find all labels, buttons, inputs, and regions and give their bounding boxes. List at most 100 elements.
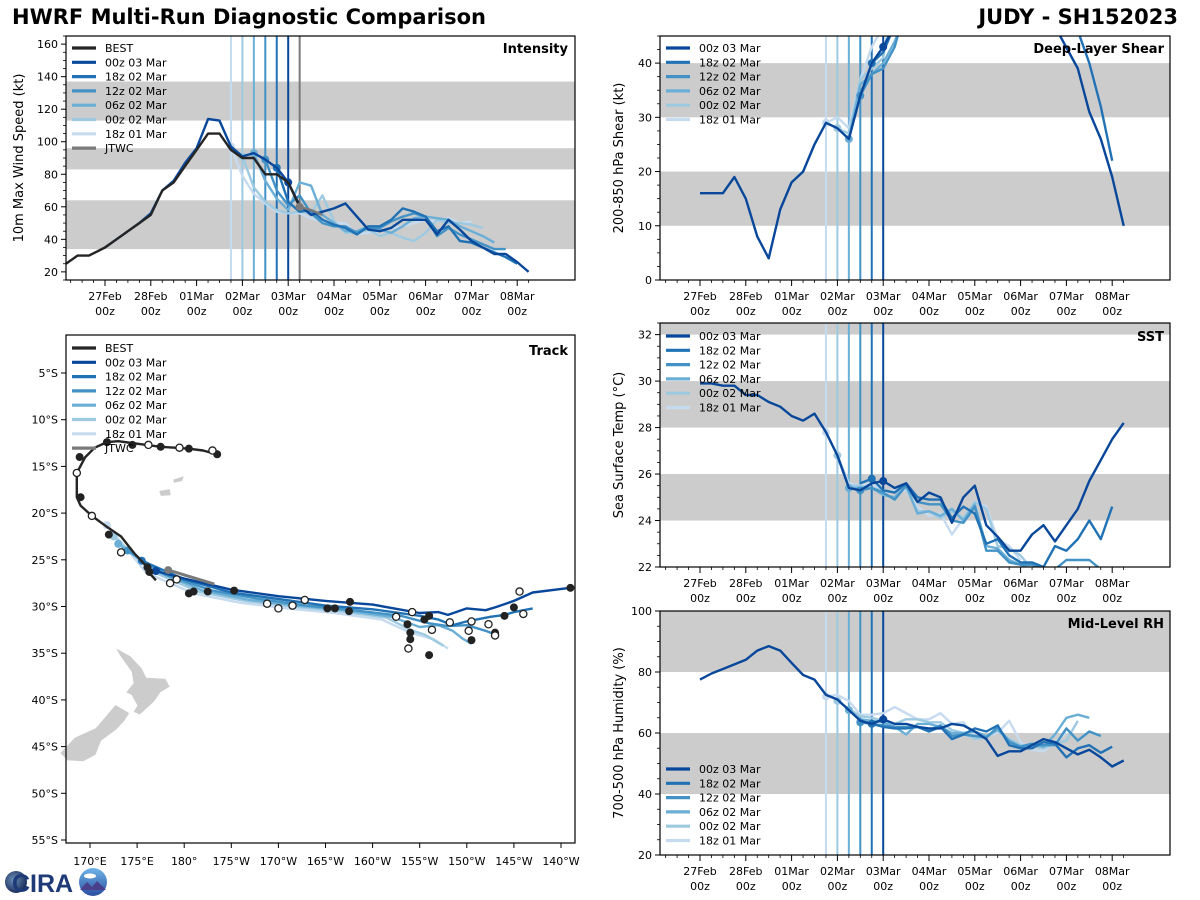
- shear-xtick-label-hour: 00z: [1057, 305, 1077, 318]
- track-ytick-label: 40°S: [32, 694, 58, 707]
- track-series-jtwc: [167, 568, 215, 586]
- track-marker-00z: [566, 583, 575, 592]
- track-init-marker-06z-02-mar: [114, 539, 123, 548]
- intensity-ytick-label: 160: [37, 38, 58, 51]
- shear-ytick-label: 40: [638, 57, 652, 70]
- track-ytick-label: 30°S: [32, 601, 58, 614]
- shear-y-axis-label: 200-850 hPa Shear (kt): [612, 83, 627, 234]
- rh-xtick-label: 07Mar: [1049, 865, 1084, 878]
- legend-label-jtwc: JTWC: [104, 442, 134, 455]
- intensity-xtick-label: 02Mar: [225, 290, 260, 303]
- rh-xtick-label-hour: 00z: [1011, 880, 1031, 893]
- track-marker-00z: [189, 587, 198, 596]
- sst-xtick-label-hour: 00z: [965, 592, 985, 605]
- legend-label-12z-02-mar: 12z 02 Mar: [699, 792, 761, 805]
- track-marker-12z: [274, 604, 283, 613]
- track-ytick-label: 25°S: [32, 554, 58, 567]
- track-marker-00z: [156, 442, 165, 451]
- track-series-12z-02-mar: [127, 549, 496, 636]
- rh-init-marker-00z-03-mar: [879, 715, 888, 724]
- intensity-xtick-label: 06Mar: [408, 290, 443, 303]
- rh-panel-title: Mid-Level RH: [1068, 617, 1164, 632]
- intensity-ytick-label: 20: [44, 266, 58, 279]
- intensity-ytick-label: 60: [44, 201, 58, 214]
- track-marker-12z: [144, 440, 153, 450]
- sst-init-marker-00z-03-mar: [879, 477, 888, 486]
- shear-series-00z-03-mar: [700, 36, 1125, 260]
- rh-xtick-label: 01Mar: [774, 865, 809, 878]
- legend-label-00z-02-mar: 00z 02 Mar: [105, 114, 167, 127]
- legend-label-00z-02-mar: 00z 02 Mar: [699, 820, 761, 833]
- storm-title: JUDY - SH152023: [978, 5, 1178, 29]
- track-ytick-label: 45°S: [32, 741, 58, 754]
- legend-label-06z-02-mar: 06z 02 Mar: [699, 85, 761, 98]
- intensity-xtick-label-hour: 00z: [324, 305, 344, 318]
- rh-xtick-label: 04Mar: [912, 865, 947, 878]
- legend-label-06z-02-mar: 06z 02 Mar: [699, 373, 761, 386]
- ramm-cloud-logo-icon: [79, 868, 107, 896]
- legend-label-18z-02-mar: 18z 02 Mar: [105, 371, 167, 384]
- rh-xtick-label-hour: 00z: [782, 880, 802, 893]
- track-panel-title: Track: [529, 344, 568, 359]
- shear-panel-title: Deep-Layer Shear: [1033, 42, 1164, 57]
- sst-xtick-label: 03Mar: [866, 577, 901, 590]
- intensity-xtick-label-hour: 00z: [95, 305, 115, 318]
- sst-xtick-label-hour: 00z: [1011, 592, 1031, 605]
- track-marker-00z: [500, 611, 509, 620]
- track-marker-jtwc: [164, 566, 173, 575]
- track-series-06z-02-mar: [117, 542, 473, 645]
- intensity-ytick-label: 140: [37, 71, 58, 84]
- rh-xtick-label-hour: 00z: [828, 880, 848, 893]
- shear-xtick-label: 04Mar: [912, 290, 947, 303]
- intensity-xtick-label-hour: 00z: [233, 305, 253, 318]
- track-marker-12z: [464, 626, 473, 636]
- track-marker-00z: [425, 611, 434, 620]
- rh-xtick-label-hour: 00z: [736, 880, 756, 893]
- intensity-xtick-label: 01Mar: [179, 290, 214, 303]
- shear-series-12z-02-mar: [859, 36, 899, 97]
- intensity-xtick-label-hour: 00z: [187, 305, 207, 318]
- track-xtick-label: 180°: [171, 855, 198, 868]
- track-marker-12z: [172, 575, 181, 584]
- track-marker-12z: [407, 607, 417, 617]
- track-marker-00z: [203, 587, 212, 596]
- intensity-ytick-label: 80: [44, 168, 58, 181]
- shear-xtick-label: 06Mar: [1003, 290, 1038, 303]
- legend-label-00z-02-mar: 00z 02 Mar: [699, 99, 761, 112]
- sst-xtick-label-hour: 00z: [919, 592, 939, 605]
- track-marker-12z: [165, 578, 175, 588]
- sst-init-marker-18z-02-mar: [867, 474, 876, 483]
- intensity-xtick-label: 28Feb: [134, 290, 167, 303]
- rh-xtick-label: 08Mar: [1095, 865, 1130, 878]
- sst-xtick-label-hour: 00z: [873, 592, 893, 605]
- legend-label-18z-01-mar: 18z 01 Mar: [105, 428, 167, 441]
- legend-label-18z-01-mar: 18z 01 Mar: [105, 128, 167, 141]
- track-marker-12z: [519, 609, 528, 619]
- intensity-xtick-label-hour: 00z: [416, 305, 436, 318]
- shear-xtick-label-hour: 00z: [828, 305, 848, 318]
- sst-xtick-label: 01Mar: [774, 577, 809, 590]
- legend-label-12z-02-mar: 12z 02 Mar: [105, 385, 167, 398]
- track-marker-00z: [509, 603, 518, 612]
- track-ytick-label: 5°S: [39, 367, 58, 380]
- rh-ytick-label: 20: [638, 849, 652, 862]
- legend-label-00z-03-mar: 00z 03 Mar: [699, 42, 761, 55]
- rh-series-12z-02-mar: [860, 721, 1102, 748]
- legend-label-jtwc: JTWC: [104, 142, 134, 155]
- track-marker-12z: [72, 468, 82, 478]
- track-xtick-label: 145°W: [495, 855, 532, 868]
- shear-xtick-label: 05Mar: [957, 290, 992, 303]
- shear-xtick-label-hour: 00z: [919, 305, 939, 318]
- rh-series-18z-02-mar: [871, 722, 1113, 759]
- shear-ytick-label: 0: [645, 274, 652, 287]
- sst-series-12z-02-mar: [848, 484, 1100, 567]
- rh-xtick-label-hour: 00z: [1057, 880, 1077, 893]
- sst-y-axis-label: Sea Surface Temp (°C): [612, 372, 627, 519]
- track-marker-12z: [445, 618, 455, 627]
- rh-y-axis-label: 700-500 hPa Humidity (%): [612, 647, 627, 819]
